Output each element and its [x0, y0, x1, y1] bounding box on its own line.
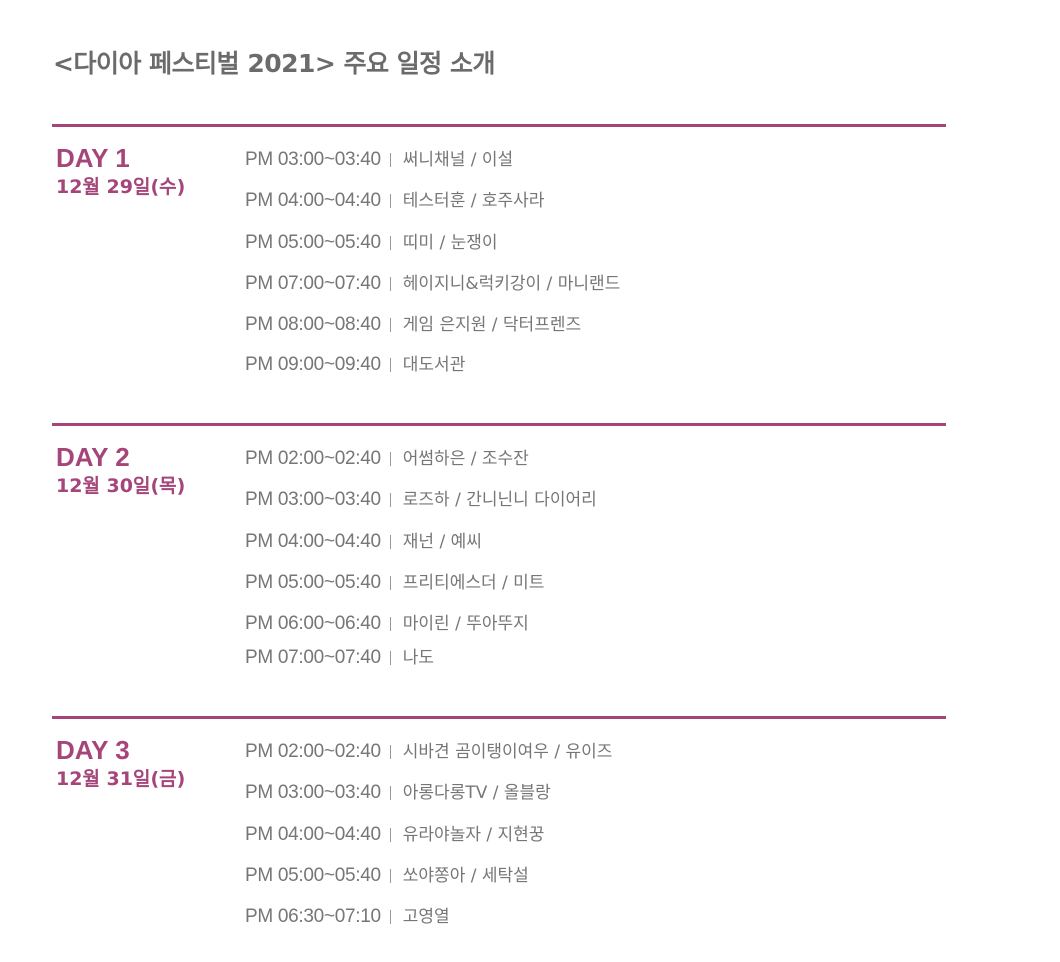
time-range: PM 02:00~02:40 [245, 448, 381, 469]
separator [389, 318, 391, 332]
day-header: DAY 3 12월 31일(금) [56, 735, 185, 791]
separator [389, 617, 391, 631]
separator [389, 786, 391, 800]
performer-names: 유라야놀자 / 지현꿍 [402, 825, 545, 845]
separator [389, 277, 391, 291]
schedule-item: PM 05:00~05:40 프리티에스더 / 미트 [245, 571, 544, 595]
schedule-item: PM 07:00~07:40 헤이지니&럭키강이 / 마니랜드 [245, 272, 620, 296]
separator [389, 828, 391, 842]
performer-names: 띠미 / 눈쟁이 [402, 233, 498, 253]
schedule-item: PM 07:00~07:40 나도 [245, 646, 434, 670]
separator [389, 236, 391, 250]
time-range: PM 06:30~07:10 [245, 906, 381, 927]
performer-names: 헤이지니&럭키강이 / 마니랜드 [402, 274, 621, 294]
separator [389, 745, 391, 759]
performer-names: 써니채널 / 이설 [402, 150, 514, 170]
day-header: DAY 1 12월 29일(수) [56, 143, 185, 199]
schedule-item: PM 05:00~05:40 쏘야쫑아 / 세탁설 [245, 864, 529, 888]
performer-names: 시바견 곰이탱이여우 / 유이즈 [402, 742, 613, 762]
performer-names: 대도서관 [402, 355, 466, 375]
performer-names: 쏘야쫑아 / 세탁설 [402, 866, 529, 886]
day-divider [52, 716, 946, 719]
schedule-item: PM 02:00~02:40 시바견 곰이탱이여우 / 유이즈 [245, 740, 612, 764]
schedule-item: PM 06:30~07:10 고영열 [245, 905, 450, 929]
performer-names: 아롱다롱TV / 올블랑 [402, 783, 551, 803]
performer-names: 프리티에스더 / 미트 [402, 573, 545, 593]
time-range: PM 07:00~07:40 [245, 647, 381, 668]
schedule-item: PM 02:00~02:40 어썸하은 / 조수잔 [245, 447, 529, 471]
time-range: PM 04:00~04:40 [245, 531, 381, 552]
performer-names: 테스터훈 / 호주사라 [402, 191, 545, 211]
separator [389, 869, 391, 883]
separator [389, 194, 391, 208]
day-label: DAY 2 [56, 442, 130, 472]
schedule-item: PM 09:00~09:40 대도서관 [245, 353, 465, 377]
day-header: DAY 2 12월 30일(목) [56, 442, 185, 498]
time-range: PM 06:00~06:40 [245, 613, 381, 634]
time-range: PM 03:00~03:40 [245, 489, 381, 510]
schedule-item: PM 06:00~06:40 마이린 / 뚜아뚜지 [245, 612, 529, 636]
schedule-item: PM 08:00~08:40 게임 은지원 / 닥터프렌즈 [245, 313, 581, 337]
day-label: DAY 1 [56, 143, 130, 173]
separator [389, 358, 391, 372]
time-range: PM 02:00~02:40 [245, 741, 381, 762]
day-label: DAY 3 [56, 735, 130, 765]
performer-names: 로즈하 / 간니닌니 다이어리 [402, 490, 597, 510]
time-range: PM 07:00~07:40 [245, 273, 381, 294]
day-date: 12월 29일(수) [56, 176, 186, 198]
schedule-item: PM 03:00~03:40 써니채널 / 이설 [245, 148, 513, 172]
day-date: 12월 30일(목) [56, 475, 186, 497]
schedule-item: PM 03:00~03:40 아롱다롱TV / 올블랑 [245, 781, 551, 805]
schedule-item: PM 03:00~03:40 로즈하 / 간니닌니 다이어리 [245, 488, 597, 512]
time-range: PM 05:00~05:40 [245, 232, 381, 253]
performer-names: 고영열 [402, 907, 450, 927]
schedule-item: PM 04:00~04:40 테스터훈 / 호주사라 [245, 189, 544, 213]
performer-names: 어썸하은 / 조수잔 [402, 449, 529, 469]
time-range: PM 09:00~09:40 [245, 354, 381, 375]
separator [389, 576, 391, 590]
separator [389, 535, 391, 549]
time-range: PM 03:00~03:40 [245, 782, 381, 803]
time-range: PM 05:00~05:40 [245, 572, 381, 593]
time-range: PM 08:00~08:40 [245, 314, 381, 335]
performer-names: 게임 은지원 / 닥터프렌즈 [402, 315, 582, 335]
schedule-item: PM 04:00~04:40 유라야놀자 / 지현꿍 [245, 823, 544, 847]
separator [389, 452, 391, 466]
day-divider [52, 124, 946, 127]
schedule-item: PM 05:00~05:40 띠미 / 눈쟁이 [245, 231, 498, 255]
time-range: PM 04:00~04:40 [245, 824, 381, 845]
time-range: PM 04:00~04:40 [245, 190, 381, 211]
time-range: PM 03:00~03:40 [245, 149, 381, 170]
separator [389, 651, 391, 665]
time-range: PM 05:00~05:40 [245, 865, 381, 886]
performer-names: 마이린 / 뚜아뚜지 [402, 614, 529, 634]
page-title: <다이아 페스티벌 2021> 주요 일정 소개 [53, 49, 496, 78]
performer-names: 나도 [402, 648, 435, 668]
day-date: 12월 31일(금) [56, 768, 186, 790]
day-divider [52, 423, 946, 426]
separator [389, 153, 391, 167]
separator [389, 493, 391, 507]
separator [389, 910, 391, 924]
schedule-item: PM 04:00~04:40 재넌 / 예씨 [245, 530, 482, 554]
performer-names: 재넌 / 예씨 [402, 532, 482, 552]
